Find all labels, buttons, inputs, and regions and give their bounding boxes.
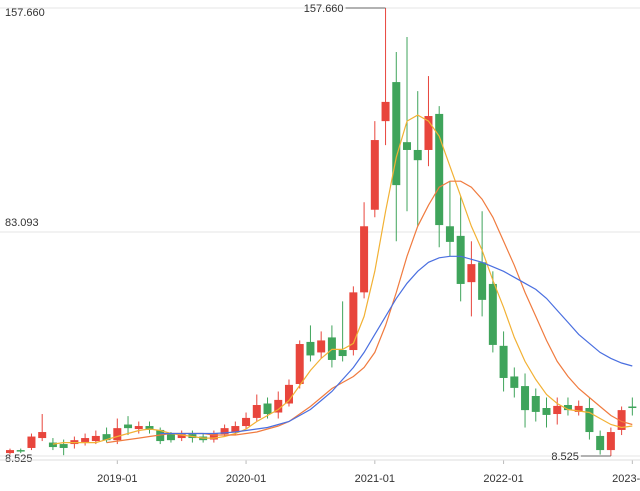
candle-body — [220, 428, 229, 435]
candle-body — [488, 283, 497, 345]
x-tick-label: 2021-01 — [355, 473, 395, 485]
candle-body — [596, 435, 605, 451]
candle-body — [445, 226, 454, 242]
ma-line — [52, 114, 633, 445]
max-label: 157.660 — [304, 3, 344, 15]
candle-body — [209, 433, 218, 440]
candle-body — [306, 341, 315, 356]
candle-body — [563, 405, 572, 411]
candle-body — [166, 434, 175, 441]
candle-body — [242, 417, 251, 427]
candle-body — [617, 410, 626, 430]
candle-body — [6, 450, 14, 454]
candle-body — [606, 432, 615, 451]
candle-body — [403, 142, 412, 150]
candle-body — [521, 386, 530, 411]
ma-line — [160, 255, 633, 435]
min-label: 8.525 — [551, 451, 579, 463]
candle-body — [413, 149, 422, 161]
candle-body — [338, 350, 347, 357]
candle-body — [327, 337, 336, 360]
y-tick-label: 83.093 — [5, 217, 39, 229]
candle-body — [574, 405, 583, 412]
candle-body — [424, 116, 433, 150]
candle-body — [124, 424, 133, 429]
candle-body — [435, 113, 444, 226]
candle-body — [392, 82, 401, 186]
candle-body — [231, 426, 240, 433]
candle-body — [317, 340, 326, 353]
candle-body — [27, 436, 36, 448]
candle-body — [370, 140, 379, 210]
candle-body — [295, 344, 304, 384]
candle-body — [274, 399, 283, 413]
candle-body — [542, 408, 551, 415]
candle-body — [628, 406, 637, 409]
candle-body — [499, 345, 508, 378]
candle-body — [360, 226, 369, 293]
candle-body — [349, 292, 358, 351]
candle-body — [531, 395, 540, 412]
candle-body — [113, 428, 122, 441]
y-tick-label: 157.660 — [5, 7, 45, 19]
candle-body — [145, 426, 154, 430]
ma-line — [106, 180, 633, 444]
candle-body — [478, 262, 487, 300]
candle-body — [553, 405, 562, 415]
y-tick-label: 8.525 — [5, 453, 33, 465]
candle-body — [81, 438, 90, 442]
candle-body — [102, 434, 111, 441]
x-tick-label: 2020-01 — [226, 473, 266, 485]
candle-body — [16, 450, 25, 452]
candle-body — [48, 442, 57, 448]
candle-body — [134, 426, 143, 430]
candle-body — [510, 376, 519, 388]
x-tick-label: 2023-01 — [612, 473, 640, 485]
candle-body — [38, 432, 47, 439]
candle-body — [467, 264, 476, 283]
x-tick-label: 2019-01 — [97, 473, 137, 485]
candle-body — [263, 403, 272, 415]
candle-body — [91, 435, 100, 442]
candle-body — [585, 408, 594, 433]
candle-body — [381, 101, 390, 122]
candle-body — [456, 235, 465, 284]
x-tick-label: 2022-01 — [483, 473, 523, 485]
candle-body — [252, 405, 261, 418]
candle-body — [177, 434, 186, 439]
candle-body — [284, 384, 293, 404]
candle-body — [59, 444, 68, 448]
